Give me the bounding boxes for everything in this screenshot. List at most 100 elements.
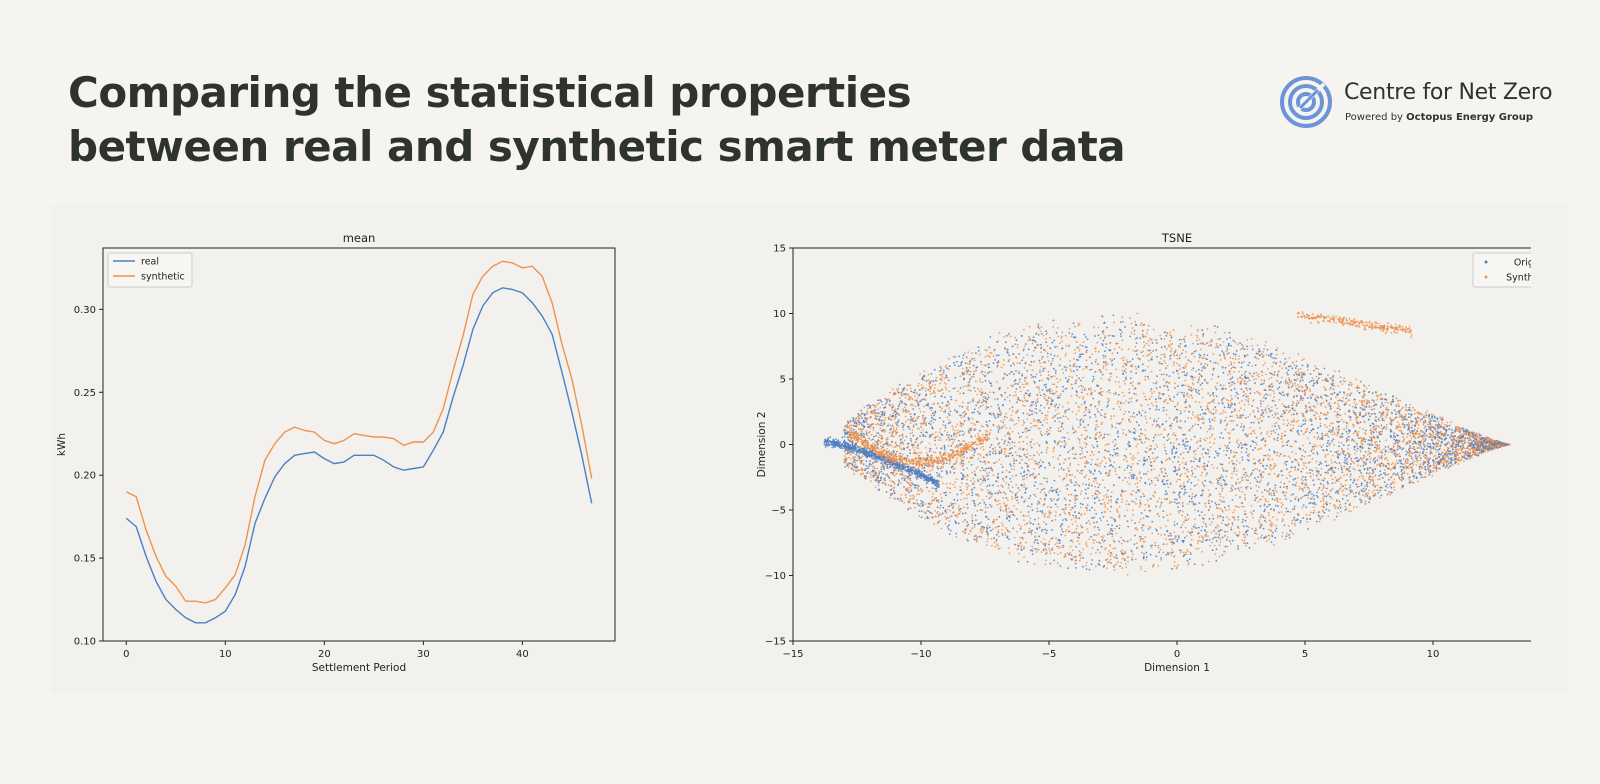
- point-original: [948, 365, 951, 368]
- point-original: [1287, 373, 1289, 376]
- point-original: [1362, 487, 1365, 490]
- point-original: [1403, 418, 1405, 421]
- point-synthetic: [1282, 423, 1285, 425]
- point-original: [1041, 488, 1043, 491]
- point-synthetic: [1302, 414, 1305, 417]
- point-original: [1183, 493, 1185, 496]
- point-synthetic: [1142, 540, 1145, 543]
- point-original: [1182, 366, 1184, 369]
- point-synthetic: [966, 486, 969, 488]
- point-synthetic: [1008, 507, 1010, 510]
- point-synthetic: [1262, 412, 1264, 415]
- x-axis-label: Settlement Period: [312, 662, 406, 674]
- point-original: [964, 519, 966, 521]
- point-synthetic: [1198, 376, 1200, 379]
- point-synthetic: [875, 423, 877, 426]
- y-tick-label: 15: [773, 244, 786, 255]
- point-synthetic: [1195, 349, 1197, 352]
- point-original: [1245, 417, 1247, 419]
- point-synthetic: [945, 383, 947, 385]
- point-synthetic: [1056, 444, 1059, 446]
- point-synthetic: [1288, 474, 1291, 477]
- point-original: [1033, 454, 1035, 457]
- point-original: [1414, 417, 1417, 420]
- point-synthetic: [1444, 433, 1447, 435]
- point-original: [1283, 524, 1286, 527]
- point-original: [1269, 523, 1272, 526]
- point-original: [1262, 516, 1265, 519]
- point-original: [1359, 380, 1362, 383]
- point-synthetic: [1102, 333, 1105, 335]
- point-synthetic: [879, 427, 882, 430]
- point-synthetic: [997, 548, 1000, 550]
- point-original: [1047, 396, 1050, 399]
- point-synthetic: [1064, 415, 1067, 418]
- point-original: [1007, 441, 1010, 443]
- point-original: [862, 428, 864, 430]
- point-original: [926, 454, 929, 457]
- point-synthetic: [987, 355, 990, 357]
- point-original: [939, 406, 941, 408]
- point-synthetic: [929, 470, 932, 472]
- point-original: [1018, 462, 1021, 464]
- point-original: [1135, 491, 1138, 494]
- point-original: [1266, 505, 1269, 508]
- point-synthetic: [1297, 353, 1300, 355]
- point-original: [880, 470, 883, 473]
- point-original: [1154, 398, 1157, 401]
- point-synthetic: [1385, 426, 1388, 428]
- point-synthetic: [996, 543, 999, 545]
- point-synthetic: [1210, 338, 1213, 341]
- point-original: [998, 388, 1001, 391]
- point-synthetic: [1270, 432, 1273, 435]
- point-synthetic: [874, 486, 877, 489]
- point-synthetic: [1271, 414, 1274, 416]
- point-original: [1151, 342, 1154, 344]
- point-original: [1345, 421, 1348, 424]
- point-synthetic: [1230, 526, 1232, 529]
- point-original: [1308, 442, 1311, 445]
- point-original: [1017, 416, 1020, 419]
- point-original: [1070, 481, 1073, 484]
- point-synthetic: [1294, 384, 1297, 387]
- point-original: [1339, 380, 1342, 383]
- point-original: [1188, 448, 1191, 451]
- point-synthetic: [968, 533, 970, 535]
- point-synthetic: [1080, 551, 1083, 554]
- point-synthetic: [1308, 488, 1310, 490]
- point-synthetic: [1076, 525, 1079, 528]
- point-original: [995, 480, 998, 483]
- point-synthetic: [1345, 479, 1348, 482]
- point-synthetic: [1194, 453, 1197, 456]
- point-synthetic: [1391, 467, 1394, 470]
- point-original: [994, 417, 997, 419]
- point-synthetic: [1107, 496, 1110, 498]
- point-synthetic: [911, 494, 914, 497]
- point-synthetic: [1135, 445, 1138, 448]
- point-original: [1397, 462, 1399, 465]
- point-original: [1313, 503, 1316, 505]
- point-original: [1299, 520, 1302, 522]
- point-synthetic: [1200, 535, 1203, 537]
- point-synthetic: [1331, 422, 1334, 425]
- point-original: [1420, 474, 1423, 476]
- point-synthetic: [939, 512, 941, 515]
- point-original: [1173, 456, 1176, 459]
- point-synthetic: [1431, 474, 1434, 477]
- point-synthetic: [1311, 448, 1314, 451]
- point-synthetic: [905, 420, 907, 423]
- point-synthetic: [1155, 425, 1158, 427]
- point-original: [1459, 445, 1462, 448]
- point-original: [979, 478, 982, 480]
- point-original: [1359, 498, 1361, 501]
- point-original: [1194, 458, 1197, 461]
- point-synthetic: [1381, 457, 1383, 460]
- point-original: [1058, 364, 1061, 367]
- point-synthetic: [1096, 482, 1098, 484]
- point-synthetic: [1281, 531, 1284, 534]
- point-synthetic: [894, 446, 897, 448]
- point-synthetic: [1081, 452, 1084, 455]
- point-synthetic: [1293, 524, 1296, 527]
- point-synthetic: [1168, 417, 1171, 419]
- point-original: [1292, 478, 1295, 481]
